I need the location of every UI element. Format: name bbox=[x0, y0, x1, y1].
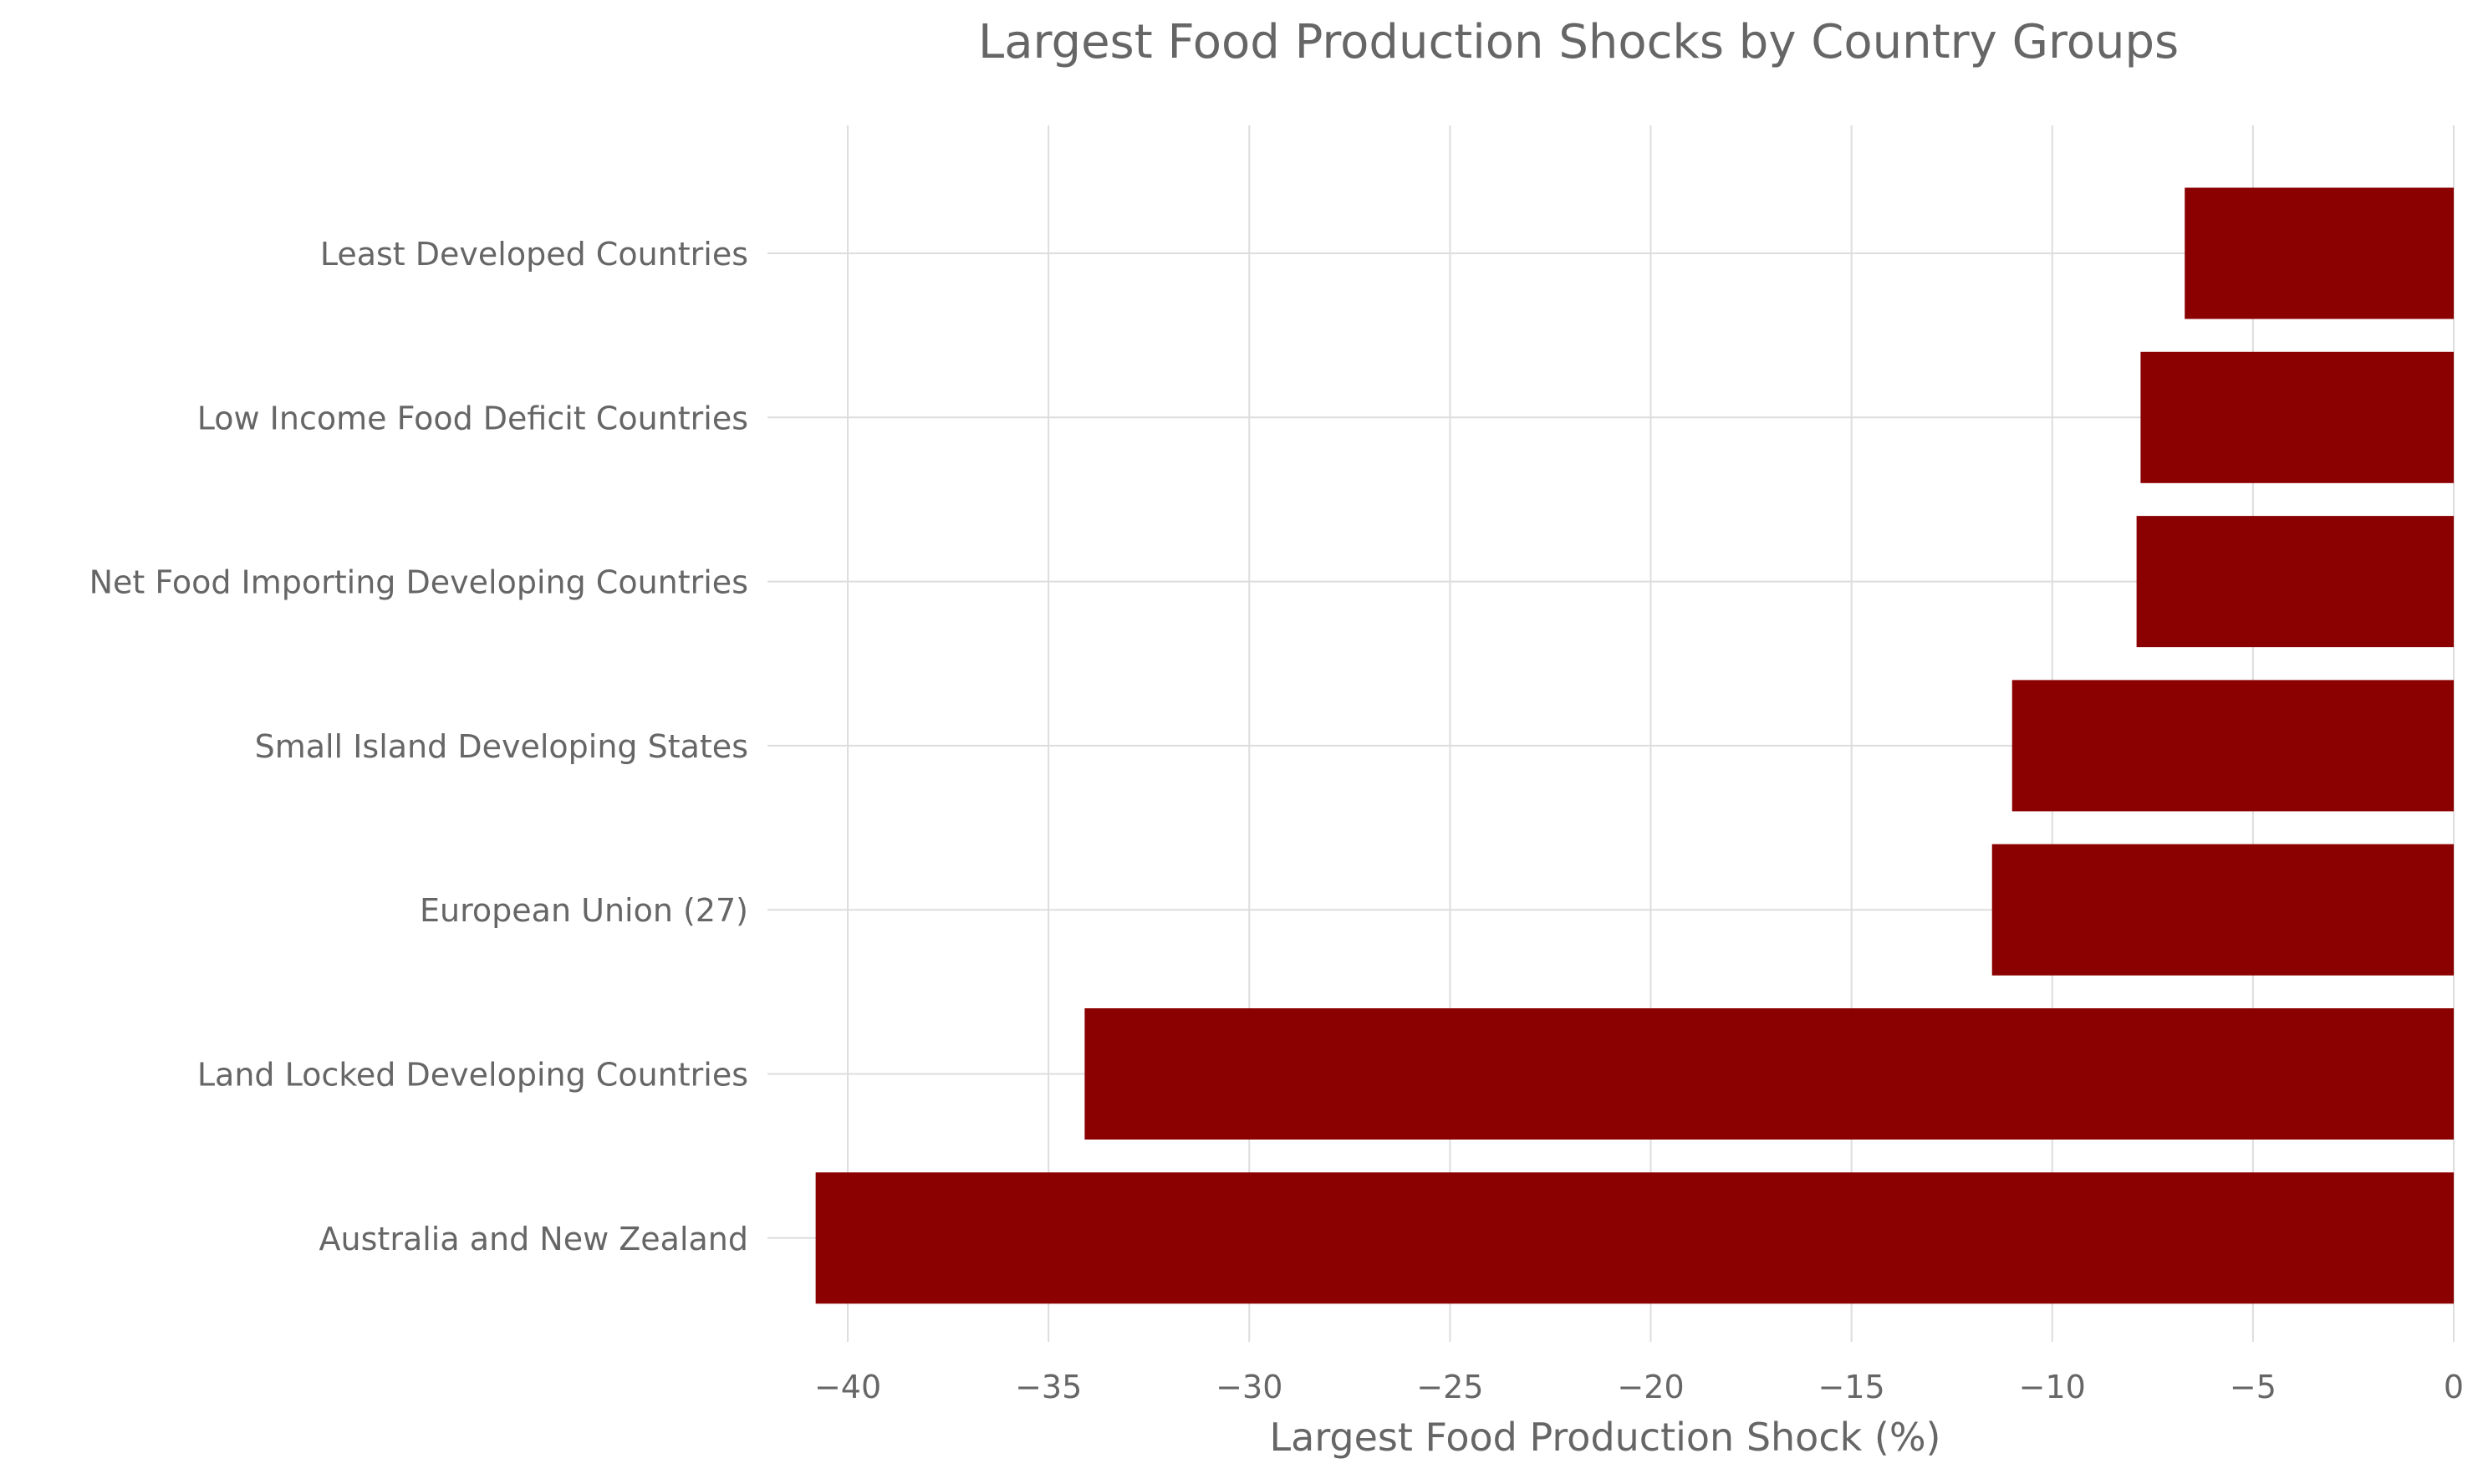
bar bbox=[815, 1172, 2454, 1304]
bars bbox=[815, 187, 2454, 1304]
x-axis-label: Largest Food Production Shock (%) bbox=[1270, 1415, 1941, 1460]
category-label: Australia and New Zealand bbox=[319, 1221, 748, 1257]
bar bbox=[1991, 844, 2454, 976]
category-label: Small Island Developing States bbox=[255, 728, 748, 765]
x-tick-label: −5 bbox=[2230, 1369, 2277, 1405]
category-label: Net Food Importing Developing Countries bbox=[89, 564, 748, 601]
category-label: Land Locked Developing Countries bbox=[197, 1057, 748, 1094]
x-tick-label: −10 bbox=[2019, 1369, 2086, 1405]
category-label: Low Income Food Deficit Countries bbox=[197, 400, 748, 436]
x-tick-label: −25 bbox=[1416, 1369, 1483, 1405]
category-labels: Least Developed Countries Low Income Food… bbox=[89, 236, 748, 1257]
x-tick-label: −15 bbox=[1818, 1369, 1885, 1405]
bar bbox=[2011, 680, 2454, 812]
bar bbox=[2136, 516, 2454, 648]
bar bbox=[2185, 187, 2454, 319]
x-tick-labels: −40 −35 −30 −25 −20 −15 −10 −5 0 bbox=[814, 1369, 2464, 1405]
category-label: European Union (27) bbox=[420, 892, 748, 929]
x-tick-label: −35 bbox=[1015, 1369, 1082, 1405]
category-label: Least Developed Countries bbox=[320, 236, 748, 273]
x-tick-label: −40 bbox=[814, 1369, 881, 1405]
x-tick-label: 0 bbox=[2444, 1369, 2464, 1405]
bar bbox=[1084, 1008, 2454, 1140]
bar bbox=[2140, 351, 2454, 483]
x-tick-label: −30 bbox=[1216, 1369, 1282, 1405]
x-tick-label: −20 bbox=[1617, 1369, 1684, 1405]
chart-title: Largest Food Production Shocks by Countr… bbox=[978, 15, 2180, 69]
